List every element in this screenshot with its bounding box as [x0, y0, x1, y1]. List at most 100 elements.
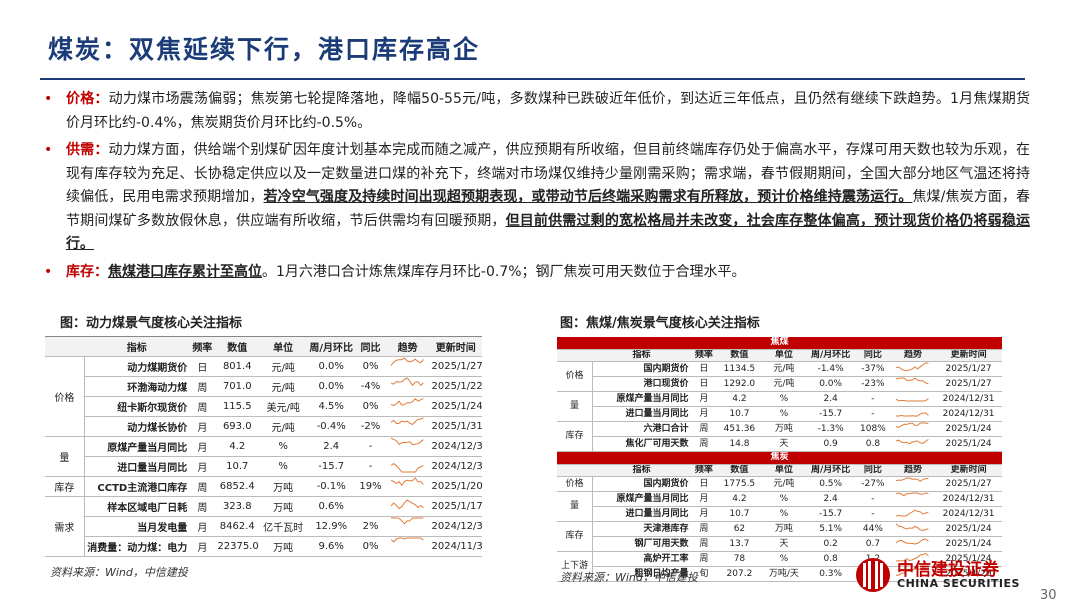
table-cell: 月 [189, 536, 216, 557]
table-cell: 六港口合计 [592, 421, 691, 438]
body-text: 动力煤市场震荡偏弱；焦炭第七轮提降落地，降幅50-55元/吨，多数煤种已跌破近年… [66, 91, 1030, 131]
table-cell: 0.8 [855, 436, 891, 453]
table-cell: 周 [690, 521, 718, 538]
table-cell: 万吨 [259, 496, 308, 517]
logo-english: CHINA SECURITIES [897, 577, 1020, 590]
table-cell: 0% [355, 396, 386, 417]
sparkline [390, 499, 424, 510]
sparkline [390, 437, 424, 446]
logo-mark [856, 558, 890, 592]
table-cell: -0.4% [307, 416, 356, 437]
header-cell: 单位 [259, 336, 308, 357]
table-cell: -1.4% [806, 361, 856, 378]
table-cell: 2024/12/31 [935, 491, 1002, 508]
table-cell: 2025/1/22 [429, 376, 482, 397]
trend-cell [890, 551, 936, 568]
bullet-dot: • [44, 142, 53, 158]
sparkline [390, 477, 424, 487]
trend-cell [890, 491, 936, 508]
table-cell: 元/吨 [259, 376, 308, 397]
trend-cell [890, 421, 936, 438]
header-cell: 周/月环比 [806, 463, 856, 478]
group-label: 库存 [557, 521, 594, 553]
table-cell: 月 [189, 436, 216, 457]
table-cell: 元/吨 [259, 356, 308, 377]
group-label: 库存 [45, 476, 85, 497]
header-cell: 频率 [189, 336, 216, 357]
table-cell: 0.8 [806, 551, 856, 568]
sparkline [895, 439, 929, 445]
table-cell: 801.4 [215, 356, 260, 377]
table-cell: 动力煤长协价 [84, 416, 190, 437]
header-cell: 周/月环比 [806, 348, 856, 363]
group-label: 库存 [557, 421, 594, 453]
header-cell: 趋势 [890, 348, 936, 363]
table-cell: 1134.5 [717, 361, 762, 378]
header-row: 指标 频率 数值 单位 周/月环比 同比 趋势 更新时间 [45, 336, 482, 357]
sparkline [390, 537, 424, 543]
trend-cell [385, 516, 430, 537]
table-cell: 样本区域电厂日耗 [84, 496, 190, 517]
table-cell: 0.3% [806, 566, 856, 583]
sparkline [895, 398, 929, 402]
table-caption: 图：动力煤景气度核心关注指标 [60, 316, 243, 331]
table-cell: 天 [761, 436, 807, 453]
bullet: • 供需：动力煤方面，供给端个别煤矿因年度计划基本完成而随之减产，供应预期有所收缩… [40, 139, 1030, 257]
trend-cell [385, 356, 430, 377]
table-cell: 693.0 [215, 416, 260, 437]
sparkline [895, 510, 929, 517]
table-cell: % [761, 406, 807, 423]
bullet: • 库存：焦煤港口库存累计至高位。1月六港口合计炼焦煤库存月环比-0.7%；钢厂焦… [40, 261, 1030, 285]
table-row: 价格 国内期货价日 1775.5 元/吨 0.5% -27% 2025/1/27 [557, 476, 1002, 493]
trend-cell [385, 536, 430, 557]
header-cell: 同比 [355, 336, 386, 357]
sparkline [895, 362, 929, 372]
table-cell: 2.4 [806, 391, 856, 408]
table-cell: 1775.5 [717, 476, 762, 493]
table-caption: 图：焦煤/焦炭景气度核心关注指标 [560, 316, 760, 331]
header-row: 指标 频率 数值 单位 周/月环比 同比 趋势 更新时间 [557, 348, 1002, 363]
table-cell: 2025/1/24 [935, 521, 1002, 538]
table-cell: 2024/12/31 [935, 506, 1002, 523]
table-cell: 环渤海动力煤 [84, 376, 190, 397]
trend-cell [890, 376, 936, 393]
table-cell: % [761, 551, 807, 568]
body-text: 动力煤方面，供给端个别煤矿因年度计划基本完成而随之减产，供应预期有所收缩，但目前… [66, 142, 1031, 205]
table-cell: 国内期货价 [592, 361, 691, 378]
table-cell: 元/吨 [761, 376, 807, 393]
table-cell: 0.2 [806, 536, 856, 553]
trend-cell [890, 391, 936, 408]
table-row: 价格 动力煤期货价日 801.4 元/吨 0.0% 0% 2025/1/27 [45, 356, 482, 437]
table-cell: -37% [855, 361, 891, 378]
table-cell: 万吨 [761, 421, 807, 438]
table-row: 库存 天津港库存周 62 万吨 5.1% 44% 2025/1/24 [557, 521, 1002, 553]
table-cell: 2.4 [806, 491, 856, 508]
table-cell: 6852.4 [215, 476, 260, 497]
table-cell: % [761, 506, 807, 523]
table-cell: 月 [690, 406, 718, 423]
table-cell: - [355, 456, 386, 477]
header-cell: 更新时间 [935, 463, 1002, 478]
header-cell: 数值 [717, 348, 762, 363]
body-text: 焦煤/焦炭方面，春节期间煤矿多数放假休息，供应端有所收缩，节后供需均有回暖预期， [66, 189, 1031, 229]
sparkline [390, 417, 424, 426]
group-label: 需求 [45, 496, 85, 557]
page-number: 30 [1040, 588, 1057, 603]
table-cell: 0.0% [806, 376, 856, 393]
table-cell: 月 [690, 506, 718, 523]
bullet-dot: • [44, 91, 53, 107]
table-cell: -2% [355, 416, 386, 437]
table-cell: 2025/1/24 [935, 536, 1002, 553]
group-label: 量 [557, 391, 594, 423]
table-cell: 2025/1/24 [429, 396, 482, 417]
table-cell: 国内期货价 [592, 476, 691, 493]
table-cell: 亿千瓦时 [259, 516, 308, 537]
table-cell: 纽卡斯尔现货价 [84, 396, 190, 417]
header-cell: 单位 [761, 348, 807, 363]
table-cell: 2% [355, 516, 386, 537]
trend-cell [890, 361, 936, 378]
table-cell: 进口量当月同比 [592, 506, 691, 523]
sparkline [895, 412, 929, 417]
